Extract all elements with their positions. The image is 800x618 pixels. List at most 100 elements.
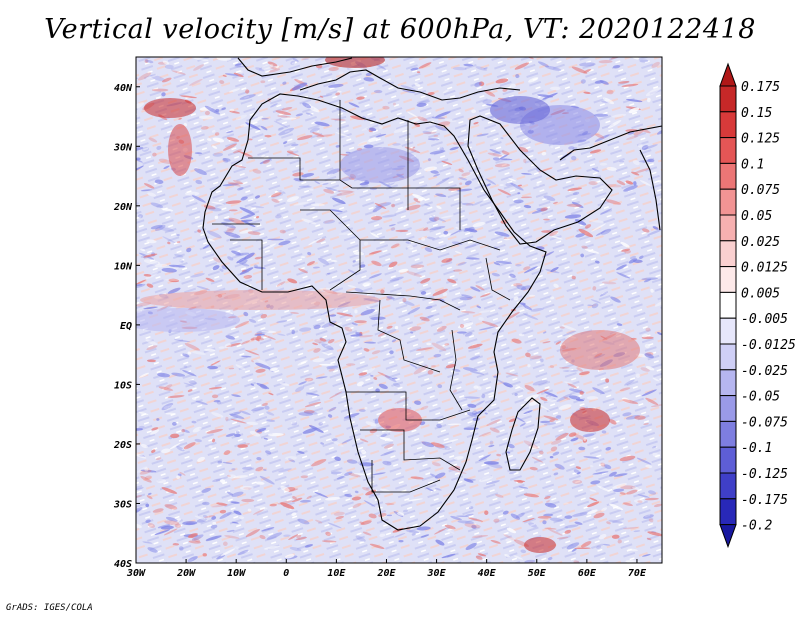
velocity-cell: [625, 180, 634, 185]
velocity-cell: [225, 200, 242, 204]
velocity-cell: [599, 185, 605, 189]
velocity-cell: [551, 235, 563, 240]
velocity-cell: [645, 87, 661, 97]
velocity-cell: [314, 491, 328, 498]
velocity-cell: [325, 531, 331, 536]
velocity-cell: [241, 355, 252, 358]
velocity-cell: [429, 226, 446, 231]
velocity-cell: [612, 483, 627, 489]
velocity-cell: [233, 72, 244, 78]
velocity-cell: [370, 316, 386, 321]
velocity-cell: [619, 160, 625, 163]
velocity-cell: [633, 181, 637, 186]
velocity-cell: [136, 452, 147, 459]
velocity-cell: [186, 247, 192, 253]
colorbar-segment: [719, 420, 737, 448]
persian-gulf-coast: [559, 125, 663, 161]
velocity-cell: [637, 494, 650, 498]
velocity-cell: [281, 106, 293, 111]
colorbar-label: 0.0125: [741, 261, 788, 276]
colorbar-segment: [719, 369, 737, 397]
velocity-cell: [562, 330, 577, 337]
velocity-cell: [652, 377, 660, 382]
velocity-cell: [200, 126, 209, 130]
velocity-cell: [628, 258, 638, 264]
velocity-cell: [432, 288, 448, 296]
velocity-cell: [606, 184, 622, 188]
y-tick-label: EQ: [120, 321, 132, 332]
velocity-cell: [555, 341, 562, 345]
velocity-cell: [495, 260, 513, 265]
velocity-cell: [540, 420, 551, 424]
velocity-cell: [622, 399, 639, 405]
velocity-cell: [451, 241, 463, 246]
velocity-cell: [288, 534, 299, 541]
velocity-cell: [136, 507, 143, 515]
velocity-cell: [627, 132, 635, 135]
velocity-cell: [283, 141, 288, 145]
velocity-cell: [609, 471, 617, 477]
velocity-cell: [549, 517, 563, 522]
velocity-cell: [544, 391, 558, 398]
velocity-cell: [443, 230, 449, 235]
velocity-cell: [595, 230, 607, 236]
velocity-cell: [377, 371, 390, 379]
velocity-cell: [462, 367, 478, 372]
velocity-cell: [225, 433, 236, 437]
velocity-cell: [402, 297, 407, 303]
velocity-cell: [326, 168, 341, 175]
velocity-cell: [522, 304, 532, 311]
velocity-cell: [473, 121, 479, 125]
velocity-cell: [596, 485, 610, 492]
arabia-coastline: [467, 115, 613, 245]
velocity-cell: [612, 65, 621, 69]
velocity-cell: [261, 154, 265, 158]
velocity-cell: [471, 109, 477, 114]
velocity-cell: [545, 395, 552, 398]
velocity-cell: [213, 257, 221, 263]
velocity-cell: [407, 245, 414, 250]
velocity-cell: [555, 432, 569, 441]
velocity-cell: [479, 475, 494, 482]
velocity-cell: [490, 213, 494, 216]
velocity-cell: [463, 229, 470, 232]
velocity-cell: [146, 239, 157, 244]
velocity-cell: [435, 539, 445, 546]
velocity-cell: [517, 192, 521, 195]
velocity-cell: [320, 442, 325, 445]
velocity-cell: [260, 527, 275, 532]
velocity-cell: [373, 89, 383, 94]
velocity-feature: [136, 308, 240, 332]
velocity-cell: [181, 428, 185, 433]
velocity-cell: [145, 339, 158, 346]
velocity-cell: [374, 419, 379, 424]
velocity-cell: [519, 423, 526, 427]
velocity-cell: [484, 412, 488, 415]
velocity-cell: [553, 201, 558, 204]
velocity-cell: [499, 184, 504, 187]
velocity-cell: [494, 231, 510, 237]
velocity-cell: [553, 283, 559, 288]
velocity-cell: [457, 261, 467, 266]
velocity-cell: [523, 158, 527, 163]
velocity-cell: [207, 365, 219, 370]
velocity-cell: [556, 393, 572, 402]
velocity-cell: [495, 494, 504, 498]
velocity-cell: [594, 133, 605, 139]
velocity-cell: [619, 387, 631, 392]
velocity-cell: [433, 353, 442, 358]
velocity-cell: [430, 170, 439, 174]
velocity-cell: [156, 145, 162, 150]
velocity-cell: [219, 509, 227, 514]
velocity-cell: [642, 228, 650, 233]
velocity-cell: [167, 395, 185, 398]
velocity-cell: [278, 127, 295, 136]
velocity-cell: [340, 176, 355, 182]
velocity-cell: [523, 313, 539, 320]
velocity-cell: [639, 255, 644, 259]
velocity-cell: [239, 410, 251, 415]
velocity-cell: [289, 546, 302, 552]
velocity-cell: [580, 253, 585, 258]
velocity-cell: [601, 507, 608, 512]
velocity-cell: [563, 396, 571, 400]
